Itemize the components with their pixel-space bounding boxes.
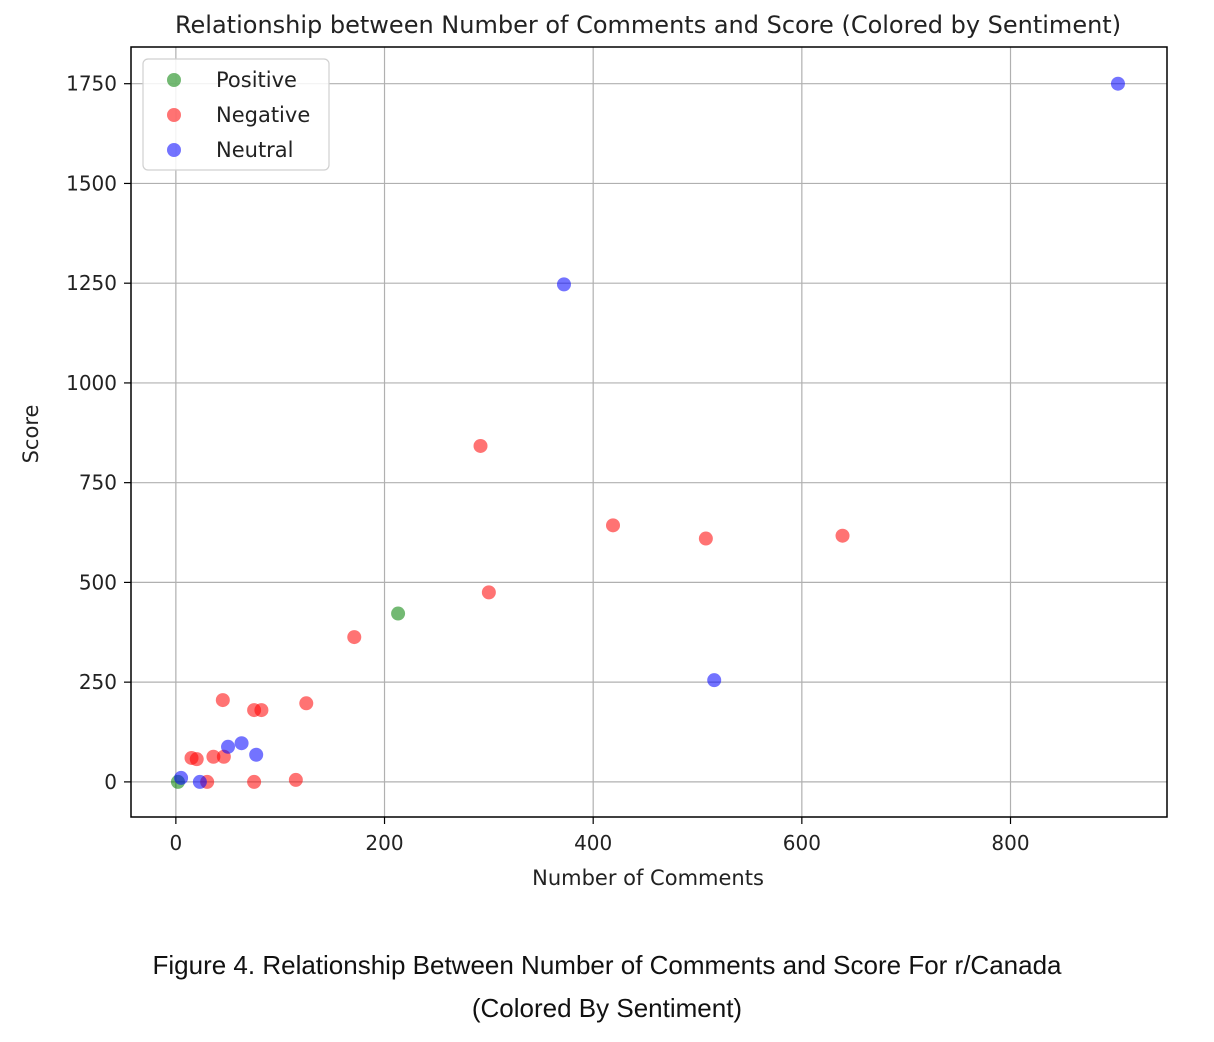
x-axis-label: Number of Comments xyxy=(532,866,764,890)
legend-label-positive: Positive xyxy=(216,68,297,92)
x-tick-label: 800 xyxy=(991,831,1029,855)
x-tick-label: 0 xyxy=(169,831,182,855)
data-points xyxy=(170,76,1125,789)
neutral-point xyxy=(707,673,722,688)
y-tick-label: 1000 xyxy=(66,371,117,395)
negative-point xyxy=(254,703,269,718)
negative-point xyxy=(288,772,303,787)
negative-point xyxy=(247,774,262,789)
plot-frame xyxy=(130,46,1168,818)
figure-caption-line1: Figure 4. Relationship Between Number of… xyxy=(152,950,1062,980)
negative-point xyxy=(347,630,362,645)
neutral-point xyxy=(234,736,249,751)
y-tick-label: 1250 xyxy=(66,271,117,295)
legend-label-negative: Negative xyxy=(216,103,310,127)
negative-point xyxy=(606,518,621,533)
y-tick-label: 0 xyxy=(104,770,117,794)
y-axis-label: Score xyxy=(19,405,43,464)
legend-marker-negative xyxy=(167,108,181,122)
negative-point xyxy=(206,749,221,764)
chart-title: Relationship between Number of Comments … xyxy=(175,11,1121,39)
y-tick-label: 1500 xyxy=(66,171,117,195)
neutral-point xyxy=(1110,76,1125,91)
y-tick-label: 250 xyxy=(79,670,117,694)
y-tick-label: 500 xyxy=(79,570,117,594)
legend-label-neutral: Neutral xyxy=(216,138,294,162)
scatter-chart: 0 200 400 600 80002505007501000125015001750 … xyxy=(19,11,1168,890)
negative-point xyxy=(698,531,713,546)
figure-caption-line2: (Colored By Sentiment) xyxy=(471,993,743,1023)
negative-point xyxy=(299,696,314,711)
neutral-point xyxy=(249,747,264,762)
neutral-point xyxy=(192,774,207,789)
y-tick-label: 1750 xyxy=(66,72,117,96)
negative-point xyxy=(189,752,204,767)
legend-marker-positive xyxy=(167,73,181,87)
grid-lines xyxy=(131,47,1167,817)
neutral-point xyxy=(556,277,571,292)
positive-point xyxy=(391,606,406,621)
negative-point xyxy=(473,438,488,453)
neutral-point xyxy=(221,739,236,754)
negative-point xyxy=(215,693,230,708)
negative-point xyxy=(835,528,850,543)
legend-box xyxy=(142,58,330,171)
negative-point xyxy=(481,585,496,600)
neutral-point xyxy=(174,770,189,785)
x-tick-label: 400 xyxy=(574,831,612,855)
x-tick-label: 200 xyxy=(365,831,403,855)
legend: Positive Negative Neutral xyxy=(142,58,330,171)
y-tick-label: 750 xyxy=(79,471,117,495)
axis-ticks: 0 200 400 600 800 0 250 500 750 1000 1250 1500 1750 xyxy=(66,72,1030,855)
legend-marker-neutral xyxy=(167,143,181,157)
x-tick-label: 600 xyxy=(783,831,821,855)
